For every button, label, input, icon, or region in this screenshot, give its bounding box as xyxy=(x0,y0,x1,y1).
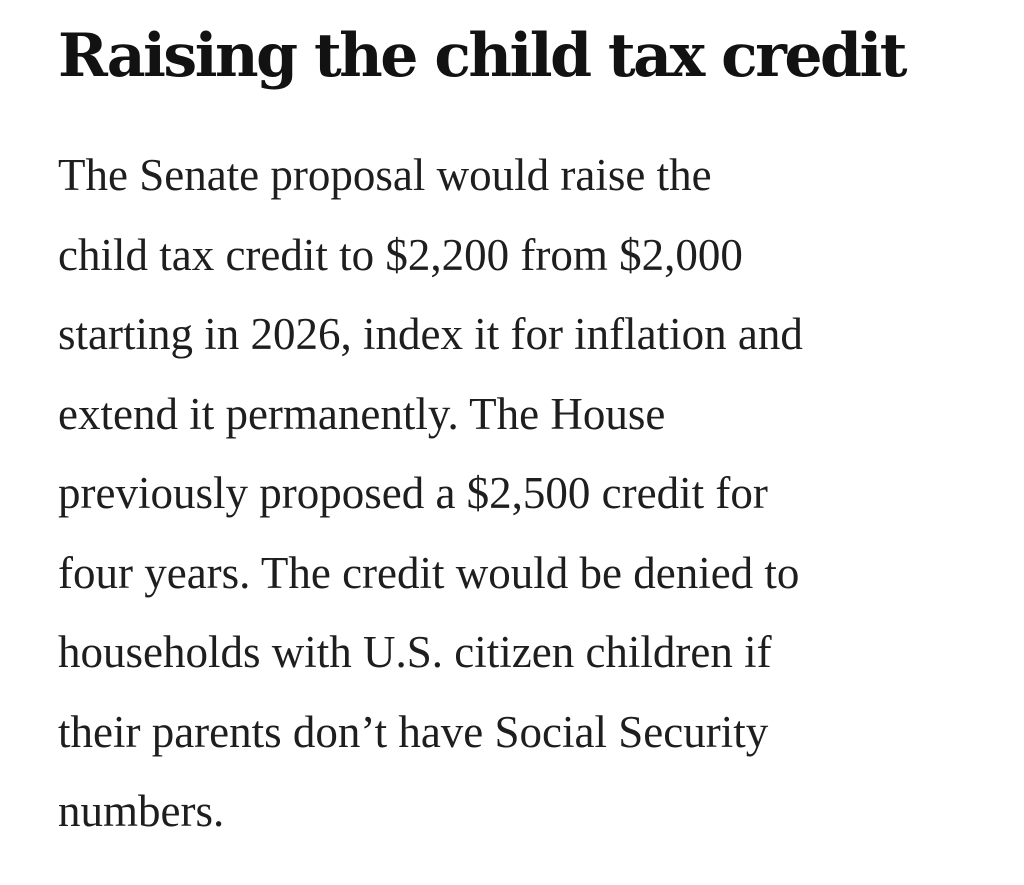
paragraph-line: their parents don’t have Social Security xyxy=(58,706,769,757)
paragraph-line: The Senate proposal would raise the xyxy=(58,150,712,200)
article: Raising the child tax credit The Senate … xyxy=(58,0,978,852)
paragraph-line: child tax credit to $2,200 from $2,000 xyxy=(58,229,743,280)
article-headline: Raising the child tax credit xyxy=(58,21,907,91)
paragraph-line: previously proposed a $2,500 credit for xyxy=(58,468,768,518)
paragraph-line: extend it permanently. The House xyxy=(58,388,666,439)
paragraph-line: households with U.S. citizen children if xyxy=(58,627,772,677)
paragraph-line: numbers. xyxy=(58,786,225,836)
paragraph-line: four years. The credit would be denied t… xyxy=(58,547,800,598)
paragraph-line: starting in 2026, index it for inflation… xyxy=(58,309,803,359)
article-paragraph: The Senate proposal would raise the chil… xyxy=(58,136,978,852)
